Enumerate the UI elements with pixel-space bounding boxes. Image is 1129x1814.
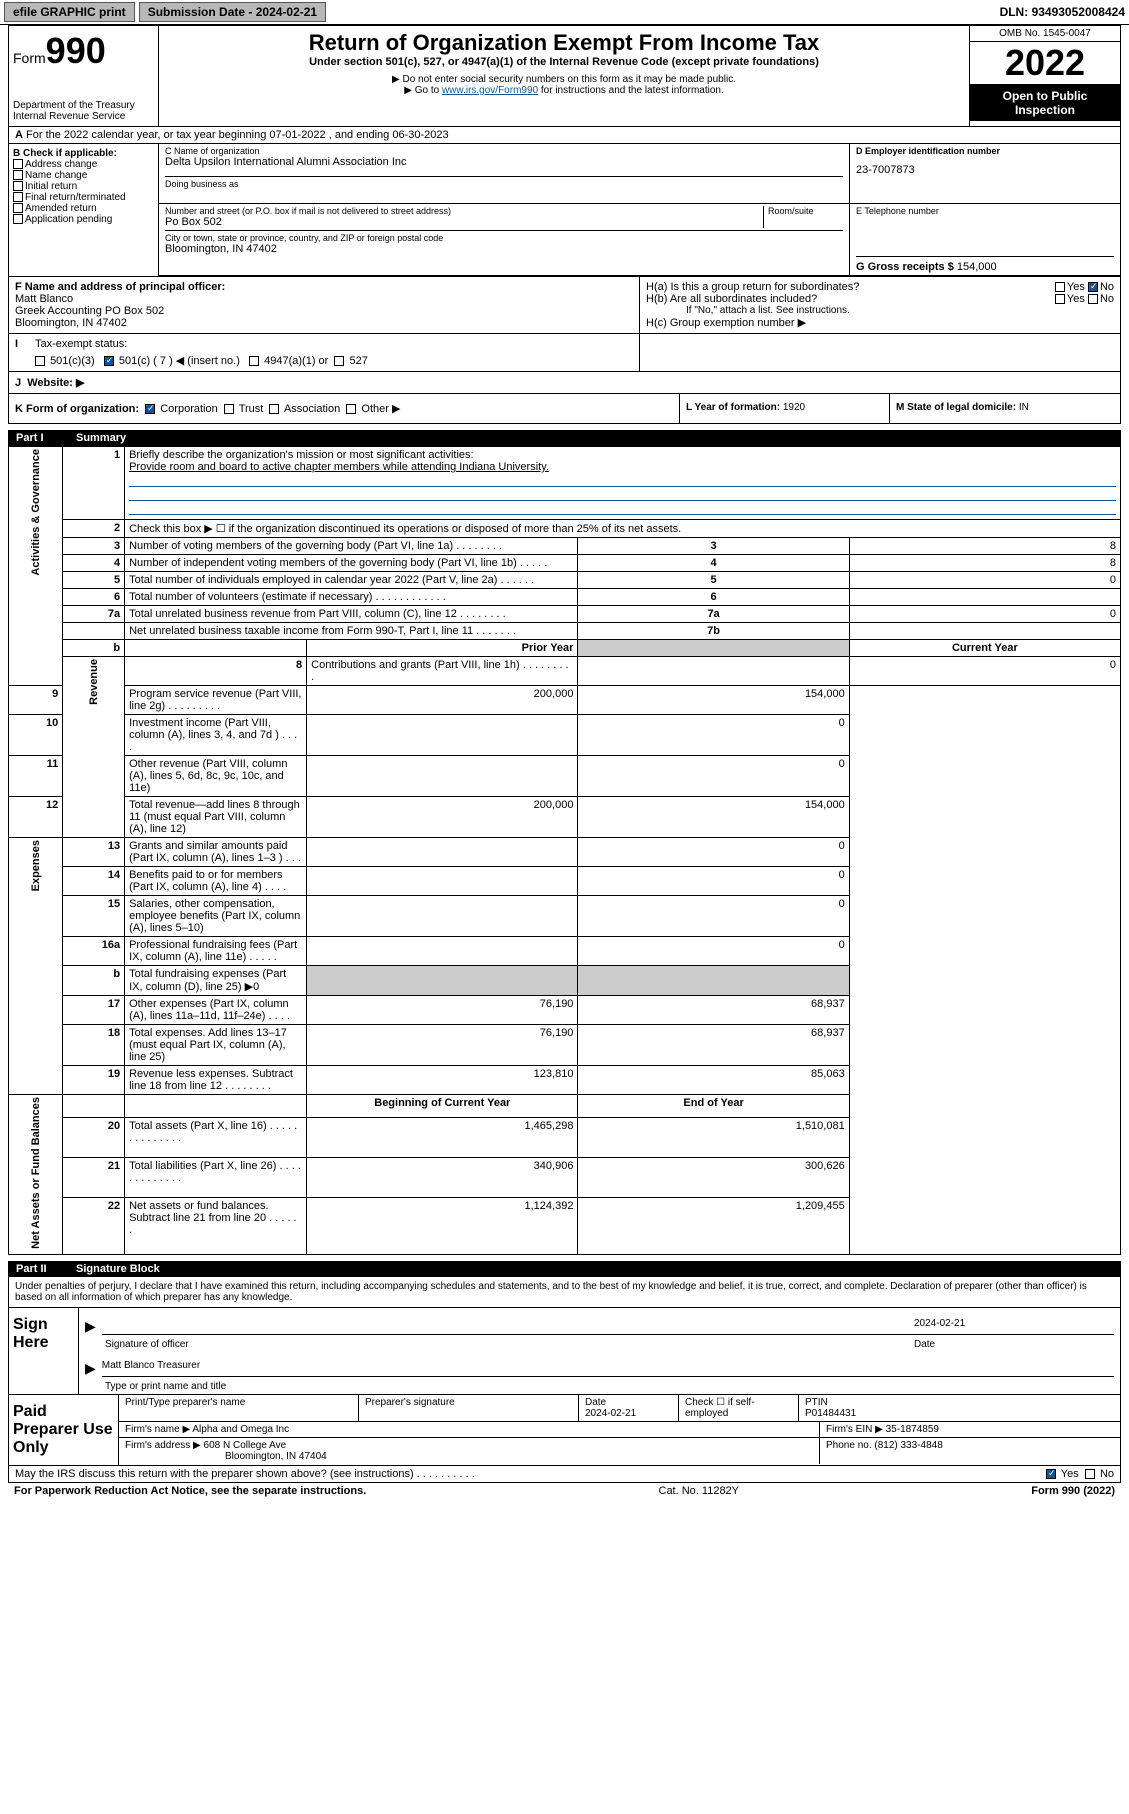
form-header: Form990 Department of the Treasury Inter… [8, 25, 1121, 127]
officer-printed: Matt Blanco Treasurer [102, 1360, 1114, 1377]
addr-value: Po Box 502 [165, 216, 763, 228]
section-b: B Check if applicable: Address change Na… [9, 144, 159, 276]
cb-initial[interactable]: Initial return [13, 181, 154, 192]
l1-label: Briefly describe the organization's miss… [129, 449, 473, 461]
prep-self-emp: Check ☐ if self-employed [679, 1395, 799, 1421]
cb-name-change[interactable]: Name change [13, 170, 154, 181]
form-subtitle: Under section 501(c), 527, or 4947(a)(1)… [163, 56, 965, 68]
hc-label: H(c) Group exemption number ▶ [646, 316, 1114, 329]
firm-ein: 35-1874859 [886, 1424, 939, 1435]
officer-name: Matt Blanco [15, 293, 633, 305]
cb-amended[interactable]: Amended return [13, 203, 154, 214]
omb-number: OMB No. 1545-0047 [970, 26, 1120, 42]
form-title: Return of Organization Exempt From Incom… [163, 30, 965, 56]
g-gross-label: G Gross receipts $ [856, 261, 957, 273]
firm-name: Alpha and Omega Inc [192, 1424, 289, 1435]
cb-addr-change[interactable]: Address change [13, 159, 154, 170]
ein-value: 23-7007873 [856, 164, 1114, 176]
l2-text: Check this box ▶ ☐ if the organization d… [125, 520, 1121, 538]
year-formation: 1920 [783, 402, 805, 413]
firm-addr1: 608 N College Ave [204, 1440, 287, 1451]
sig-intro: Under penalties of perjury, I declare th… [9, 1277, 1120, 1307]
summary-table: Activities & Governance 1 Briefly descri… [8, 446, 1121, 1255]
discuss-yes-checked [1046, 1469, 1056, 1479]
prep-sig-label: Preparer's signature [359, 1395, 579, 1421]
firm-addr2: Bloomington, IN 47404 [125, 1451, 327, 1462]
tab-expenses: Expenses [30, 840, 42, 891]
ha-no-checked [1088, 282, 1098, 292]
sub-date-val: 2024-02-21 [256, 5, 317, 19]
addr-label: Number and street (or P.O. box if mail i… [165, 206, 763, 216]
sig-officer-label: Signature of officer [105, 1339, 914, 1350]
dba-label: Doing business as [165, 176, 843, 189]
prep-date: 2024-02-21 [585, 1408, 636, 1419]
sig-date-val: 2024-02-21 [914, 1318, 1114, 1335]
part1-header: Part I Summary [8, 430, 1121, 446]
irs-label: Internal Revenue Service [13, 111, 154, 122]
form-number: 990 [46, 30, 106, 71]
form990-link[interactable]: www.irs.gov/Form990 [442, 85, 538, 96]
top-bar: efile GRAPHIC print Submission Date - 20… [0, 0, 1129, 25]
f-label: F Name and address of principal officer: [15, 281, 225, 293]
j-website-label: Website: ▶ [27, 377, 84, 389]
sig-date-label: Date [914, 1339, 1114, 1350]
officer-addr2: Bloomington, IN 47402 [15, 317, 633, 329]
k-corp-checked [145, 404, 155, 414]
ssn-note: ▶ Do not enter social security numbers o… [163, 74, 965, 85]
tab-revenue: Revenue [88, 659, 100, 705]
sub-date-label: Submission Date - [148, 5, 256, 19]
efile-btn[interactable]: efile GRAPHIC print [4, 2, 135, 22]
paid-prep-label: Paid Preparer Use Only [9, 1395, 119, 1465]
dept-treasury: Department of the Treasury [13, 100, 154, 111]
public-inspection: Open to Public Inspection [970, 85, 1120, 121]
pra-notice: For Paperwork Reduction Act Notice, see … [14, 1485, 366, 1497]
i-501c-checked [104, 356, 114, 366]
sub-date-btn: Submission Date - 2024-02-21 [139, 2, 326, 22]
k-label: K Form of organization: [15, 403, 139, 415]
i-label: Tax-exempt status: [35, 338, 127, 350]
prep-name-label: Print/Type preparer's name [119, 1395, 359, 1421]
hb-note: If "No," attach a list. See instructions… [646, 305, 1114, 316]
goto-note: ▶ Go to www.irs.gov/Form990 for instruct… [163, 85, 965, 96]
cat-no: Cat. No. 11282Y [366, 1485, 1031, 1497]
ptin-val: P01484431 [805, 1408, 856, 1419]
hb-label: H(b) Are all subordinates included? [646, 293, 1055, 305]
cb-app-pending[interactable]: Application pending [13, 214, 154, 225]
row-a-tax-year: A For the 2022 calendar year, or tax yea… [8, 127, 1121, 144]
discuss-question: May the IRS discuss this return with the… [15, 1468, 1046, 1480]
ha-label: H(a) Is this a group return for subordin… [646, 281, 1055, 293]
state-domicile: IN [1019, 402, 1029, 413]
part2-header: Part II Signature Block [8, 1261, 1121, 1277]
org-name: Delta Upsilon International Alumni Assoc… [165, 156, 843, 168]
tax-year: 2022 [970, 42, 1120, 85]
gross-receipts: 154,000 [957, 261, 997, 273]
tab-net-assets: Net Assets or Fund Balances [30, 1097, 42, 1249]
firm-phone: (812) 333-4848 [874, 1440, 942, 1451]
city-value: Bloomington, IN 47402 [165, 243, 843, 255]
tab-governance: Activities & Governance [30, 449, 42, 576]
mission-text: Provide room and board to active chapter… [129, 461, 549, 473]
e-phone-label: E Telephone number [856, 206, 1114, 216]
form-prefix: Form [13, 50, 46, 66]
officer-addr1: Greek Accounting PO Box 502 [15, 305, 633, 317]
form-footer: Form 990 (2022) [1031, 1485, 1115, 1497]
sign-here-label: Sign Here [9, 1308, 79, 1394]
city-label: City or town, state or province, country… [165, 233, 843, 243]
c-name-label: C Name of organization [165, 146, 843, 156]
dln: DLN: 93493052008424 [1000, 5, 1125, 19]
d-ein-label: D Employer identification number [856, 146, 1000, 156]
cb-final[interactable]: Final return/terminated [13, 192, 154, 203]
officer-type-label: Type or print name and title [105, 1381, 226, 1392]
room-label: Room/suite [768, 206, 843, 216]
